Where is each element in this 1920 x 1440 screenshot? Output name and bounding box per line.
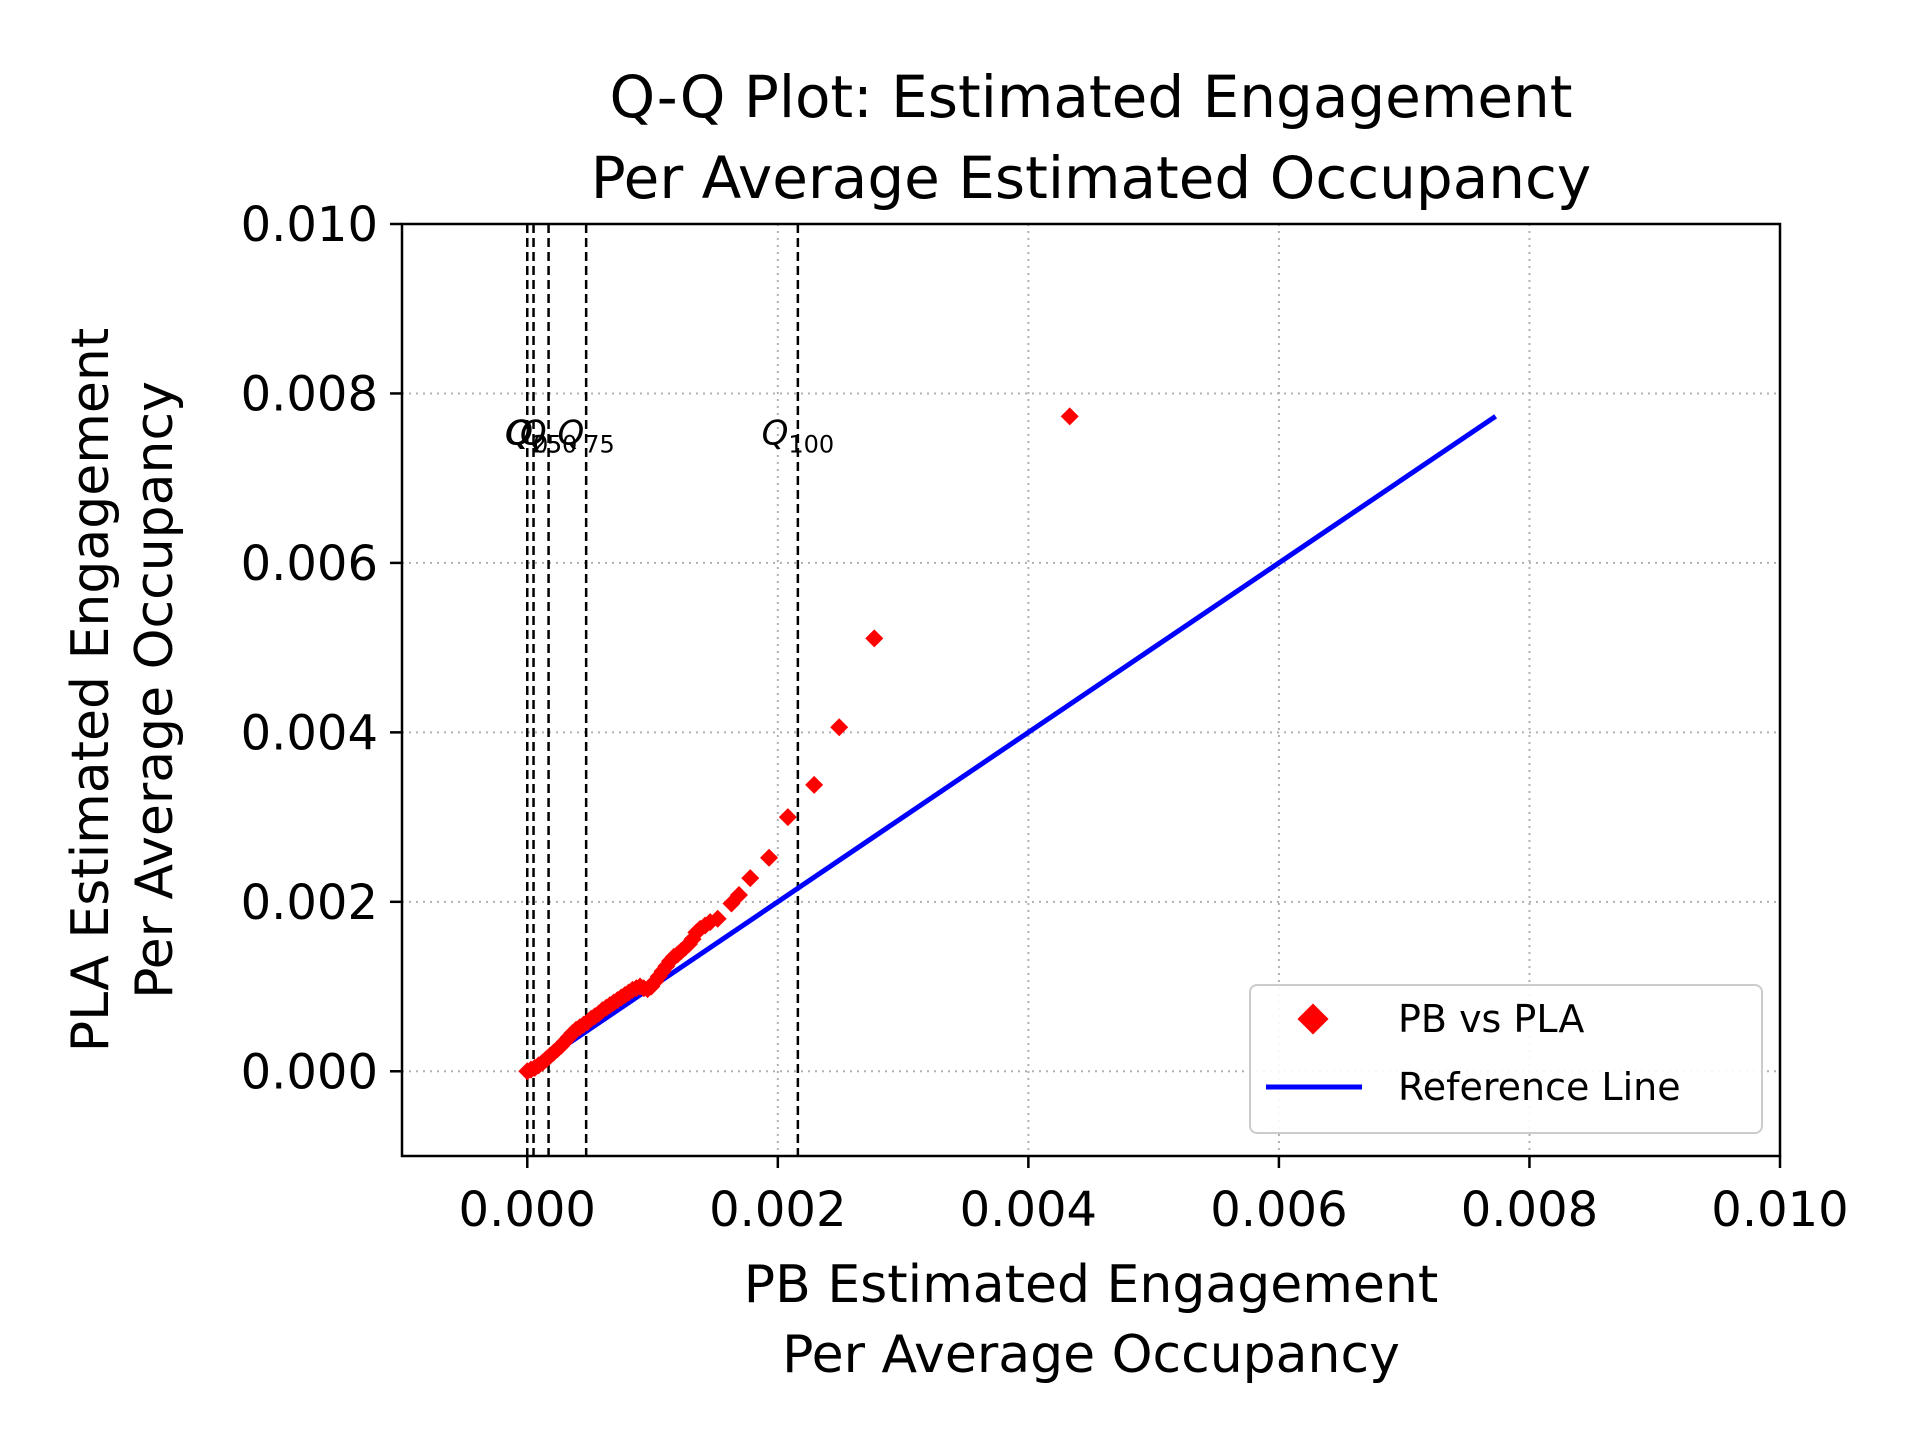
x-axis-label-line-2: Per Average Occupancy: [782, 1325, 1400, 1385]
tick-layer: 0.000 0.002 0.004 0.006 0.008 0.010 0.000 0.002…: [241, 197, 1849, 1238]
scatter-point: [708, 909, 727, 928]
y-tick-label: 0.008: [241, 366, 378, 422]
quantile-label-q50: Q50: [520, 413, 577, 458]
chart-title-line-1: Q-Q Plot: Estimated Engagement: [609, 63, 1572, 131]
x-tick-label: 0.008: [1461, 1182, 1598, 1238]
legend: PB vs PLA Reference Line: [1249, 984, 1763, 1134]
scatter-point: [830, 718, 849, 737]
plot-area-frame: [400, 222, 1782, 1158]
legend-label-reference-line: Reference Line: [1398, 1065, 1681, 1109]
y-axis-label-line-1: PLA Estimated Engagement: [61, 328, 121, 1053]
y-tick-label: 0.002: [241, 875, 378, 931]
scatter-point: [741, 869, 760, 888]
legend-box: [1249, 984, 1763, 1134]
scatter-point: [778, 808, 797, 827]
legend-label-pb-vs-pla: PB vs PLA: [1398, 997, 1584, 1041]
series-layer: [518, 407, 1498, 1081]
scatter-point: [805, 775, 824, 794]
y-tick-label: 0.006: [241, 536, 378, 592]
x-tick-label: 0.004: [960, 1182, 1097, 1238]
x-tick-label: 0.000: [459, 1182, 596, 1238]
scatter-point: [760, 848, 779, 867]
scatter-point: [865, 629, 884, 648]
quantile-label-q75: Q75: [557, 413, 614, 458]
x-tick-label: 0.006: [1210, 1182, 1347, 1238]
x-tick-label: 0.010: [1711, 1182, 1848, 1238]
x-tick-label: 0.002: [709, 1182, 846, 1238]
quantile-label-q100: Q100: [762, 413, 835, 458]
scatter-point: [1060, 407, 1079, 426]
chart-title-line-2: Per Average Estimated Occupancy: [591, 144, 1591, 212]
quantile-label-q25: Q25: [505, 413, 562, 458]
quantile-label-q0: Q0: [506, 413, 548, 458]
reference-line: [525, 414, 1498, 1074]
y-tick-label: 0.004: [241, 705, 378, 761]
scatter-point: [729, 886, 748, 905]
y-axis-label-line-2: Per Average Occupancy: [125, 381, 185, 999]
x-axis-label-line-1: PB Estimated Engagement: [744, 1255, 1438, 1315]
y-tick-label: 0.010: [241, 197, 378, 253]
y-tick-label: 0.000: [241, 1044, 378, 1100]
